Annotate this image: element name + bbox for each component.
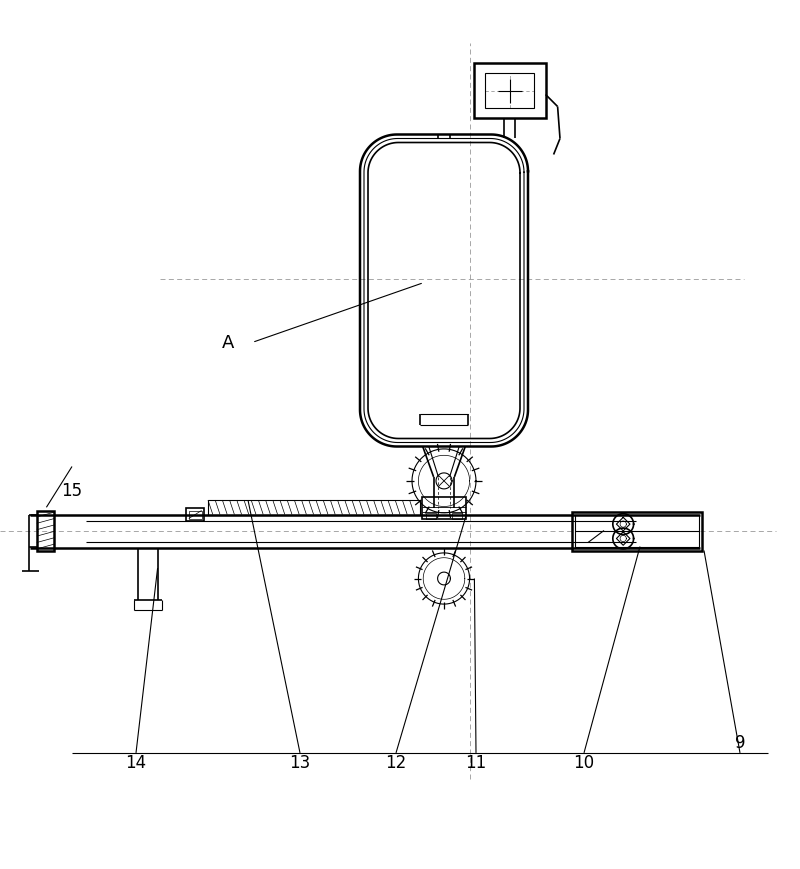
Text: 10: 10 [574, 753, 594, 772]
Bar [208, 500, 420, 514]
Bar [422, 497, 466, 520]
Text: 9: 9 [734, 733, 746, 752]
Text: 13: 13 [290, 753, 310, 772]
Bar [189, 510, 202, 519]
Bar [186, 508, 204, 521]
Bar [575, 515, 699, 547]
Bar [426, 513, 436, 519]
Bar [37, 511, 54, 551]
Bar [452, 513, 462, 519]
Text: A: A [222, 334, 234, 351]
Bar [572, 512, 702, 550]
Bar [485, 73, 534, 108]
Text: 11: 11 [466, 753, 486, 772]
Text: 14: 14 [126, 753, 146, 772]
Text: 15: 15 [62, 481, 82, 500]
Text: 12: 12 [386, 753, 406, 772]
Bar [474, 63, 546, 117]
